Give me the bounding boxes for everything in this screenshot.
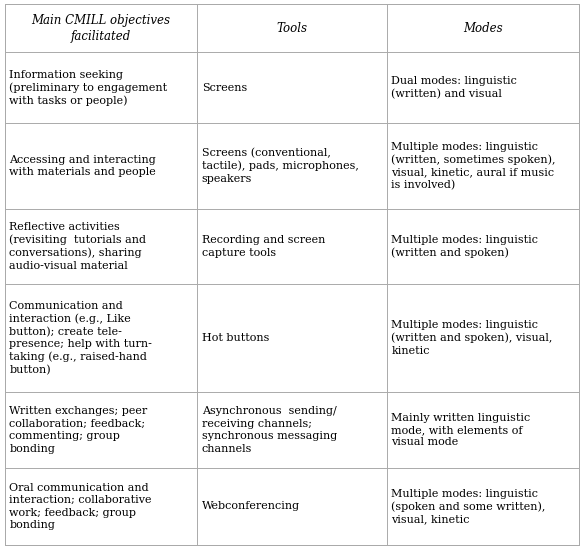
Text: Multiple modes: linguistic
(written, sometimes spoken),
visual, kinetic, aural i: Multiple modes: linguistic (written, som… [391, 142, 556, 190]
Text: Screens: Screens [202, 83, 247, 93]
Text: Written exchanges; peer
collaboration; feedback;
commenting; group
bonding: Written exchanges; peer collaboration; f… [9, 406, 148, 453]
Text: Screens (conventional,
tactile), pads, microphones,
speakers: Screens (conventional, tactile), pads, m… [202, 148, 359, 184]
Text: Reflective activities
(revisiting  tutorials and
conversations), sharing
audio-v: Reflective activities (revisiting tutori… [9, 222, 147, 271]
Text: Modes: Modes [463, 22, 503, 35]
Text: Mainly written linguistic
mode, with elements of
visual mode: Mainly written linguistic mode, with ele… [391, 413, 531, 447]
Text: Multiple modes: linguistic
(written and spoken), visual,
kinetic: Multiple modes: linguistic (written and … [391, 320, 553, 356]
Text: Information seeking
(preliminary to engagement
with tasks or people): Information seeking (preliminary to enga… [9, 70, 168, 106]
Text: Main CMILL objectives
facilitated: Main CMILL objectives facilitated [32, 14, 171, 43]
Text: Communication and
interaction (e.g., Like
button); create tele-
presence; help w: Communication and interaction (e.g., Lik… [9, 301, 152, 375]
Text: Recording and screen
capture tools: Recording and screen capture tools [202, 236, 325, 257]
Text: Tools: Tools [276, 22, 308, 35]
Text: Webconferencing: Webconferencing [202, 501, 300, 512]
Text: Multiple modes: linguistic
(written and spoken): Multiple modes: linguistic (written and … [391, 235, 538, 258]
Text: Hot buttons: Hot buttons [202, 333, 269, 343]
Text: Oral communication and
interaction; collaborative
work; feedback; group
bonding: Oral communication and interaction; coll… [9, 483, 152, 530]
Text: Multiple modes: linguistic
(spoken and some written),
visual, kinetic: Multiple modes: linguistic (spoken and s… [391, 489, 546, 524]
Text: Asynchronous  sending/
receiving channels;
synchronous messaging
channels: Asynchronous sending/ receiving channels… [202, 406, 337, 453]
Text: Dual modes: linguistic
(written) and visual: Dual modes: linguistic (written) and vis… [391, 76, 517, 99]
Text: Accessing and interacting
with materials and people: Accessing and interacting with materials… [9, 155, 156, 177]
